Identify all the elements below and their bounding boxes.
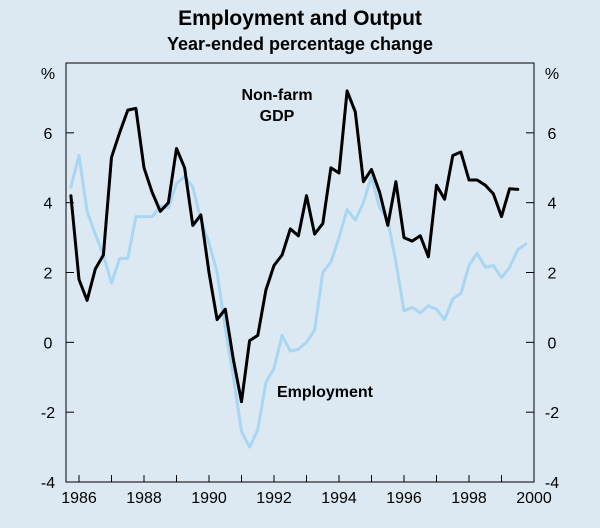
chart-title: Employment and Output: [178, 7, 422, 30]
axis-tick-labels: -4 -4 -2 -2 0 0 2 2 4 4 6 6 1986 1988 1990 1992 1994 1996…: [41, 126, 559, 507]
plot-frame: [65, 62, 535, 483]
y-tick-label-left: 6: [44, 126, 53, 143]
gdp-series-label-line1: Non-farm: [241, 87, 312, 104]
y-tick-label-left: 2: [44, 266, 53, 283]
employment-series-label: Employment: [277, 384, 374, 401]
employment-series-line: [69, 154, 528, 449]
axis-ticks: [66, 132, 535, 483]
x-tick-label: 1986: [61, 490, 97, 507]
chart-subtitle: Year-ended percentage change: [167, 34, 433, 54]
x-tick-label: 1996: [386, 490, 422, 507]
x-tick-label: 1990: [191, 490, 227, 507]
y-tick-label-right: -4: [545, 475, 559, 492]
x-tick-label: 1998: [451, 490, 487, 507]
x-tick-label: 1988: [126, 490, 162, 507]
x-tick-label: 2000: [516, 490, 552, 507]
series-lines: [69, 89, 528, 449]
y-tick-label-right: -2: [545, 405, 559, 422]
x-tick-label: 1992: [256, 490, 292, 507]
y-tick-label-left: -4: [41, 475, 55, 492]
y-tick-label-right: 2: [548, 266, 557, 283]
y-tick-label-right: 6: [548, 126, 557, 143]
x-tick-label: 1994: [321, 490, 357, 507]
non-farm-gdp-series-line: [69, 89, 520, 404]
y-tick-label-left: 0: [44, 335, 53, 352]
y-unit-right: %: [545, 66, 559, 83]
y-tick-label-right: 0: [548, 335, 557, 352]
y-tick-label-left: -2: [41, 405, 55, 422]
gdp-series-label-line2: GDP: [260, 108, 295, 125]
y-tick-label-left: 4: [44, 196, 53, 213]
y-tick-label-right: 4: [548, 196, 557, 213]
y-unit-left: %: [41, 66, 55, 83]
